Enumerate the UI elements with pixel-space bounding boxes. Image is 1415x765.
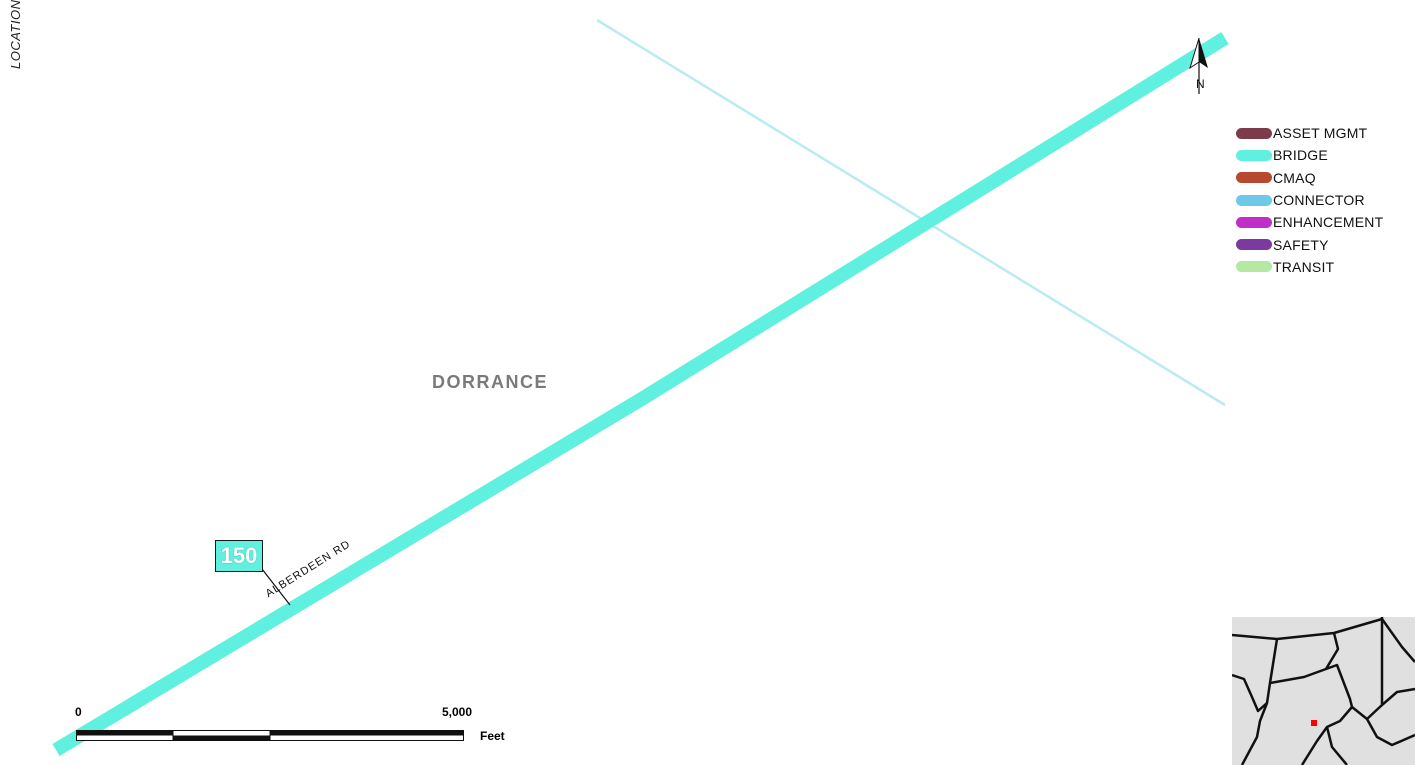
route-shield[interactable]: 150 [215, 540, 263, 572]
legend-swatch [1236, 149, 1272, 161]
legend-item-asset-mgmt: ASSET MGMT [1236, 122, 1383, 144]
legend-swatch [1236, 194, 1272, 206]
scale-end-label: 5,000 [442, 705, 473, 719]
scale-bar [76, 730, 464, 741]
north-arrow-icon: N [1189, 37, 1208, 94]
north-label: N [1196, 77, 1205, 91]
scale-start-label: 0 [75, 705, 82, 719]
legend-swatch [1236, 261, 1272, 273]
legend-swatch [1236, 172, 1272, 184]
place-label-dorrance: DORRANCE [432, 372, 549, 392]
secondary-road [596, 18, 1226, 407]
legend-label: TRANSIT [1273, 258, 1335, 275]
legend-label: ASSET MGMT [1273, 125, 1368, 142]
legend-label: BRIDGE [1273, 147, 1328, 164]
legend: ASSET MGMT BRIDGE CMAQ CONNECTOR ENHANCE… [1236, 122, 1383, 278]
inset-locator-map [1232, 617, 1415, 765]
legend-swatch [1236, 216, 1272, 228]
legend-item-cmaq: CMAQ [1236, 167, 1383, 189]
legend-label: ENHANCEMENT [1273, 214, 1384, 231]
scale-unit-label: Feet [480, 729, 505, 743]
legend-item-connector: CONNECTOR [1236, 189, 1383, 211]
inset-location-marker [1311, 720, 1317, 726]
bridge-route-line [52, 32, 1229, 757]
legend-label: SAFETY [1273, 236, 1329, 253]
legend-item-bridge: BRIDGE [1236, 144, 1383, 166]
legend-item-transit: TRANSIT [1236, 256, 1383, 278]
legend-swatch [1236, 127, 1272, 139]
legend-item-safety: SAFETY [1236, 233, 1383, 255]
legend-swatch [1236, 239, 1272, 251]
legend-label: CONNECTOR [1273, 192, 1365, 209]
legend-item-enhancement: ENHANCEMENT [1236, 211, 1383, 233]
route-shield-leader [261, 568, 291, 606]
legend-label: CMAQ [1273, 169, 1316, 186]
